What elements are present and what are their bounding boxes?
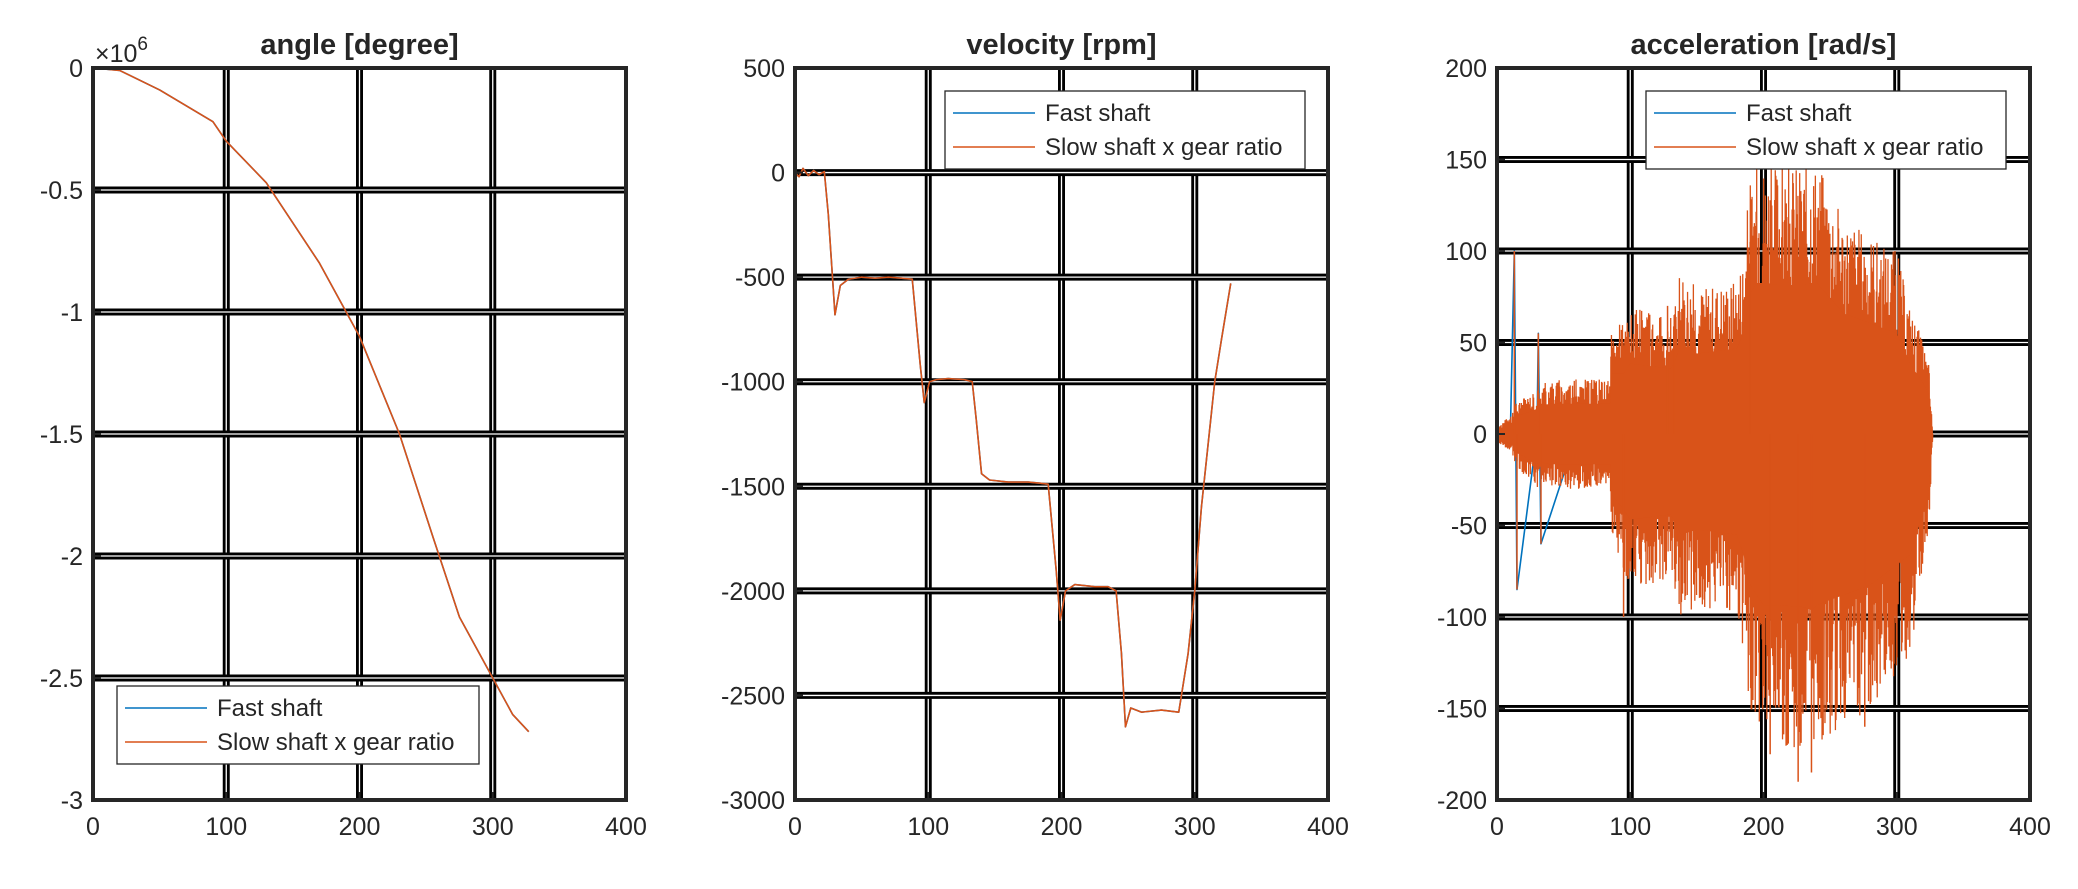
y-tick-label: -100 (1437, 604, 1487, 632)
y-tick-label: 0 (1473, 421, 1487, 449)
x-tick-label: 100 (907, 813, 949, 841)
y-tick-label: -1.5 (40, 421, 83, 449)
y-tick-label: 0 (771, 160, 785, 188)
plot-area (1497, 160, 1934, 782)
y-tick-label: -2 (61, 543, 83, 571)
x-tick-label: 200 (1743, 813, 1785, 841)
legend-label: Fast shaft (1746, 100, 1852, 127)
chart-3: 0 100 200 300 400 -200 -150 -100 -50 0 50 100 150 200… (1437, 29, 2051, 841)
chart-title: velocity [rpm] (966, 29, 1156, 61)
y-tick-label: -2500 (721, 682, 785, 710)
legend-label: Fast shaft (217, 695, 323, 722)
legend: Fast shaft Slow shaft x gear ratio (1645, 90, 2007, 170)
x-tick-label: 300 (1174, 813, 1216, 841)
y-tick-label: -3000 (721, 787, 785, 815)
x-tick-label: 400 (2009, 813, 2051, 841)
x-tick-label: 0 (86, 813, 100, 841)
series-fast-shaft (93, 68, 530, 733)
chart-1: 0 100 200 300 400 -3 -2.5 -2 -1.5 -1 -0.5 0 ×106 angl… (40, 29, 647, 841)
y-tick-label: -200 (1437, 787, 1487, 815)
y-tick-label: 150 (1445, 147, 1487, 175)
series-slow-shaft-x-gear-ratio (93, 68, 530, 733)
axis-exponent-label: ×106 (95, 34, 148, 68)
y-tick-label: -2000 (721, 578, 785, 606)
y-tick-label: 100 (1445, 238, 1487, 266)
x-tick-label: 100 (205, 813, 247, 841)
chart-2: 0 100 200 300 400 -3000 -2500 -2000 -1500 -1000 -5… (721, 29, 1349, 841)
y-tick-label: -1 (61, 299, 83, 327)
y-tick-label: -3 (61, 787, 83, 815)
legend: Fast shaft Slow shaft x gear ratio (116, 685, 480, 765)
x-tick-label: 0 (1490, 813, 1504, 841)
x-tick-label: 0 (788, 813, 802, 841)
x-tick-label: 200 (1041, 813, 1083, 841)
chart-title: angle [degree] (260, 29, 458, 61)
x-tick-label: 300 (472, 813, 514, 841)
x-tick-label: 400 (605, 813, 647, 841)
series-fast-shaft (795, 167, 1232, 728)
y-tick-label: 200 (1445, 55, 1487, 83)
legend-label: Slow shaft x gear ratio (1045, 134, 1282, 161)
legend-box (116, 685, 480, 765)
x-tick-label: 400 (1307, 813, 1349, 841)
x-tick-label: 200 (339, 813, 381, 841)
legend-box (1645, 90, 2007, 170)
plot-area (795, 167, 1232, 728)
grid (795, 68, 1328, 800)
y-tick-label: 0 (69, 55, 83, 83)
y-tick-label: -500 (735, 264, 785, 292)
legend-label: Fast shaft (1045, 100, 1151, 127)
y-tick-label: -50 (1451, 513, 1487, 541)
legend-box (944, 90, 1306, 170)
legend-label: Slow shaft x gear ratio (1746, 134, 1983, 161)
y-tick-label: 500 (743, 55, 785, 83)
x-tick-label: 100 (1609, 813, 1651, 841)
y-tick-label: -2.5 (40, 665, 83, 693)
y-tick-label: 50 (1459, 330, 1487, 358)
y-tick-label: -1500 (721, 473, 785, 501)
y-tick-label: -1000 (721, 369, 785, 397)
legend-label: Slow shaft x gear ratio (217, 729, 454, 756)
grid (93, 68, 626, 800)
y-tick-label: -0.5 (40, 177, 83, 205)
chart-title: acceleration [rad/s] (1631, 29, 1897, 61)
plot-area (93, 68, 530, 733)
y-tick-label: -150 (1437, 696, 1487, 724)
axis-exponent-power: 6 (137, 34, 148, 55)
x-tick-label: 300 (1876, 813, 1918, 841)
series-slow-shaft-x-gear-ratio (795, 167, 1232, 728)
legend: Fast shaft Slow shaft x gear ratio (944, 90, 1306, 170)
series-slow-shaft-x-gear-ratio-core (1497, 283, 1933, 611)
